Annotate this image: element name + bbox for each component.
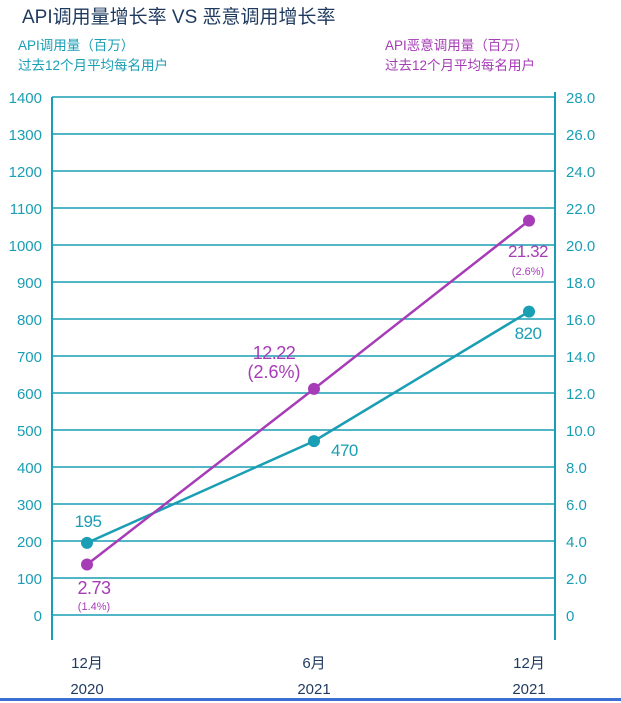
data-label-malicious-calls: 2.73 (77, 578, 111, 598)
right-axis-tick-label: 22.0 (566, 201, 595, 218)
right-axis-tick-label: 20.0 (566, 238, 595, 255)
x-axis-year-label: 2021 (297, 681, 330, 698)
right-axis-tick-label: 24.0 (566, 164, 595, 181)
x-axis-year-label: 2021 (512, 681, 545, 698)
left-axis-tick-label: 400 (17, 460, 42, 477)
data-point-api-calls (81, 536, 93, 549)
data-point-api-calls (523, 305, 535, 318)
right-axis-tick-label: 18.0 (566, 275, 595, 292)
left-axis-tick-label: 200 (17, 534, 42, 551)
left-axis-tick-label: 100 (17, 571, 42, 588)
left-axis-tick-label: 1200 (9, 164, 42, 181)
left-axis-legend: API调用量（百万） 过去12个月平均每名用户 (18, 36, 168, 76)
right-axis-tick-label: 14.0 (566, 349, 595, 366)
left-axis-tick-label: 1300 (9, 127, 42, 144)
x-axis-month-label: 6月 (302, 655, 325, 672)
data-point-malicious-calls (81, 558, 93, 571)
right-axis-tick-label: 4.0 (566, 534, 587, 551)
left-axis-tick-label: 900 (17, 275, 42, 292)
data-sublabel-malicious-calls: (2.6%) (512, 266, 544, 278)
data-point-malicious-calls (523, 214, 535, 227)
data-label-malicious-calls: 12.22 (253, 343, 296, 363)
right-axis-tick-label: 0 (566, 608, 574, 625)
left-axis-title: API调用量（百万） (18, 38, 135, 53)
chart-title: API调用量增长率 VS 恶意调用增长率 (22, 7, 336, 28)
left-axis-tick-label: 1000 (9, 238, 42, 255)
left-axis-tick-label: 600 (17, 386, 42, 403)
left-axis-tick-label: 500 (17, 423, 42, 440)
data-label-malicious-calls: 21.32 (508, 242, 548, 261)
left-axis-tick-label: 0 (34, 608, 42, 625)
left-axis-tick-label: 1400 (9, 90, 42, 107)
right-axis-tick-label: 2.0 (566, 571, 587, 588)
data-label-api-calls: 195 (75, 512, 102, 531)
left-axis-tick-label: 1100 (10, 201, 42, 218)
right-axis-legend: API恶意调用量（百万） 过去12个月平均每名用户 (385, 36, 535, 76)
data-point-malicious-calls (308, 382, 320, 395)
left-axis-tick-label: 800 (17, 312, 42, 329)
series-line-api-calls (86, 310, 530, 545)
right-axis-tick-label: 8.0 (566, 460, 587, 477)
bottom-rule (0, 698, 621, 701)
data-sublabel-malicious-calls: (2.6%) (247, 362, 300, 382)
right-axis-tick-label: 12.0 (566, 386, 595, 403)
x-axis-month-label: 12月 (71, 655, 103, 672)
data-point-api-calls (308, 435, 320, 448)
right-axis-subtitle: 过去12个月平均每名用户 (385, 58, 536, 73)
left-axis-subtitle: 过去12个月平均每名用户 (18, 58, 169, 73)
data-label-api-calls: 470 (331, 441, 358, 460)
right-axis-tick-label: 6.0 (566, 497, 587, 514)
right-axis-tick-label: 16.0 (566, 312, 595, 329)
right-axis-tick-label: 26.0 (566, 127, 595, 144)
x-axis-month-label: 12月 (513, 655, 545, 672)
data-label-api-calls: 820 (515, 324, 542, 343)
x-axis-year-label: 2020 (70, 681, 103, 698)
data-sublabel-malicious-calls: (1.4%) (78, 601, 110, 613)
right-axis-title: API恶意调用量（百万） (385, 38, 529, 53)
left-axis-tick-label: 300 (17, 497, 42, 514)
right-axis-tick-label: 10.0 (566, 423, 595, 440)
right-axis-tick-label: 28.0 (566, 90, 595, 107)
left-axis-tick-label: 700 (17, 349, 42, 366)
